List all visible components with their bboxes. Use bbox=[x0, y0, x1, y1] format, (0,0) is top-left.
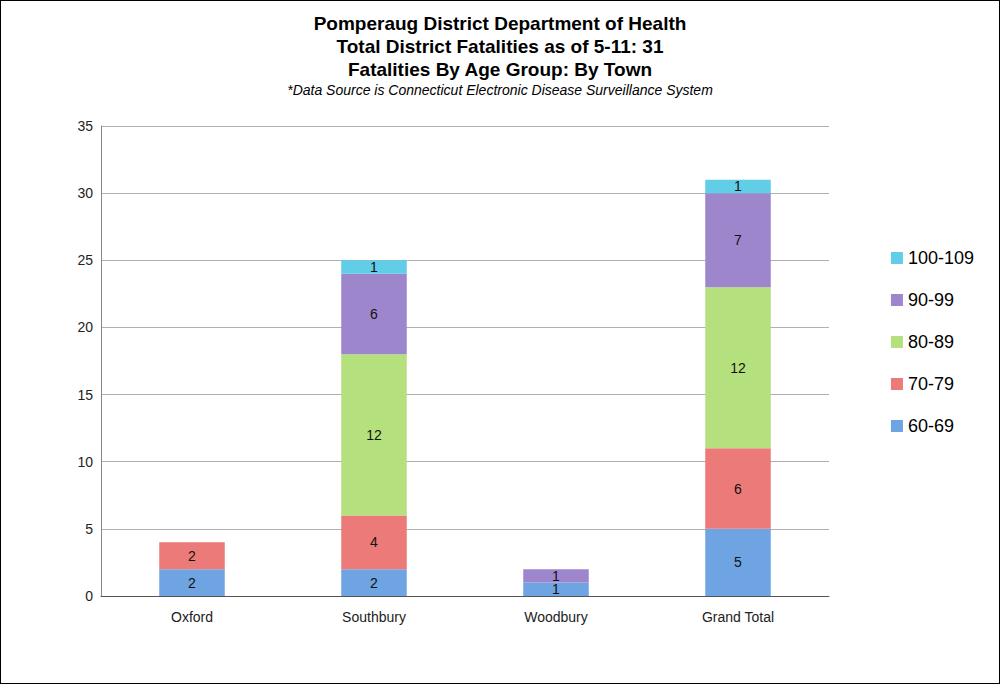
svg-text:*Data Source is Connecticut El: *Data Source is Connecticut Electronic D… bbox=[287, 82, 713, 98]
svg-text:100-109: 100-109 bbox=[908, 248, 974, 268]
svg-text:70-79: 70-79 bbox=[908, 374, 954, 394]
svg-text:Grand Total: Grand Total bbox=[702, 609, 774, 625]
svg-text:12: 12 bbox=[730, 360, 746, 376]
svg-text:2: 2 bbox=[188, 575, 196, 591]
svg-text:5: 5 bbox=[85, 521, 93, 537]
svg-text:Oxford: Oxford bbox=[171, 609, 213, 625]
svg-text:15: 15 bbox=[77, 387, 93, 403]
svg-text:30: 30 bbox=[77, 185, 93, 201]
svg-text:Total District Fatalities as o: Total District Fatalities as of 5-11: 31 bbox=[337, 36, 664, 57]
svg-text:1: 1 bbox=[370, 259, 378, 275]
svg-text:7: 7 bbox=[734, 232, 742, 248]
svg-text:10: 10 bbox=[77, 454, 93, 470]
svg-text:60-69: 60-69 bbox=[908, 416, 954, 436]
svg-text:Woodbury: Woodbury bbox=[524, 609, 588, 625]
svg-text:80-89: 80-89 bbox=[908, 332, 954, 352]
svg-text:1: 1 bbox=[552, 581, 560, 598]
svg-text:5: 5 bbox=[734, 554, 742, 570]
svg-text:6: 6 bbox=[370, 306, 378, 322]
svg-text:25: 25 bbox=[77, 252, 93, 268]
svg-text:6: 6 bbox=[734, 481, 742, 497]
svg-text:2: 2 bbox=[370, 575, 378, 591]
svg-text:Southbury: Southbury bbox=[342, 609, 406, 625]
svg-text:20: 20 bbox=[77, 319, 93, 335]
svg-text:2: 2 bbox=[188, 548, 196, 564]
svg-text:4: 4 bbox=[370, 534, 378, 550]
svg-text:Fatalities By Age Group: By To: Fatalities By Age Group: By Town bbox=[348, 59, 652, 80]
svg-text:Pomperaug District Department: Pomperaug District Department of Health bbox=[314, 13, 687, 34]
svg-text:1: 1 bbox=[552, 568, 560, 584]
svg-text:1: 1 bbox=[734, 178, 742, 194]
svg-text:35: 35 bbox=[77, 118, 93, 134]
svg-text:0: 0 bbox=[85, 588, 93, 604]
svg-text:90-99: 90-99 bbox=[908, 290, 954, 310]
svg-text:12: 12 bbox=[366, 427, 382, 443]
